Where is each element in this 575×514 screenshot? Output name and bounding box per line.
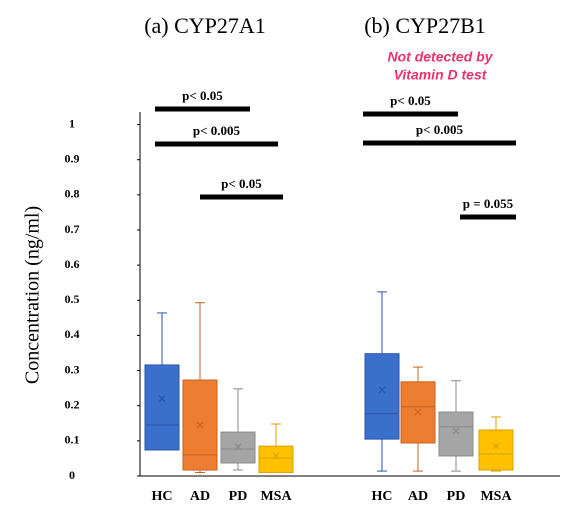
significance-label: p = 0.055 — [463, 196, 514, 211]
y-tick-label: 0.3 — [65, 362, 80, 376]
x-tick-label: PD — [447, 489, 466, 504]
y-tick-label: 0.1 — [65, 433, 80, 447]
box — [438, 411, 474, 457]
mean-marker — [158, 395, 166, 403]
mean-marker — [492, 442, 500, 450]
note: Vitamin D test — [394, 67, 488, 83]
significance-bar — [363, 111, 458, 117]
significance-bar — [460, 214, 516, 220]
x-tick-label: MSA — [480, 489, 512, 504]
y-tick-label: 0.7 — [65, 222, 80, 236]
significance-label: p< 0.005 — [193, 123, 241, 138]
chart-title: (a) CYP27A1 — [144, 13, 266, 38]
y-tick-label: 0.5 — [65, 292, 80, 306]
x-tick-label: PD — [229, 489, 248, 504]
mean-marker — [234, 443, 242, 451]
significance-bar — [155, 106, 250, 112]
significance-bar — [155, 141, 278, 147]
significance-bar — [363, 140, 516, 146]
y-tick-label: 0.6 — [65, 257, 80, 271]
y-tick-label: 0.4 — [65, 327, 80, 341]
mean-marker — [452, 427, 460, 435]
mean-marker — [196, 421, 204, 429]
y-tick-label: 0.9 — [65, 151, 80, 165]
significance-label: p< 0.05 — [182, 88, 223, 103]
box — [144, 364, 180, 451]
x-tick-label: AD — [408, 489, 428, 504]
x-tick-label: AD — [190, 489, 210, 504]
y-tick-label: 0.8 — [65, 187, 80, 201]
note: Not detected by — [387, 49, 493, 65]
y-tick-label: 0 — [69, 468, 75, 482]
y-tick-label: 1 — [69, 116, 75, 130]
significance-bar — [200, 194, 283, 200]
significance-label: p< 0.005 — [416, 122, 464, 137]
x-tick-label: HC — [152, 489, 173, 504]
box — [364, 353, 400, 440]
significance-label: p< 0.05 — [390, 93, 431, 108]
y-axis-label: Concentration (ng/ml) — [22, 206, 44, 384]
mean-marker — [272, 452, 280, 460]
y-tick-label: 0.2 — [65, 397, 80, 411]
mean-marker — [378, 386, 386, 394]
x-tick-label: MSA — [260, 489, 292, 504]
chart-title: (b) CYP27B1 — [364, 13, 486, 38]
significance-label: p< 0.05 — [221, 176, 262, 191]
mean-marker — [414, 408, 422, 416]
box — [258, 445, 294, 473]
x-tick-label: HC — [372, 489, 393, 504]
box — [478, 429, 514, 471]
